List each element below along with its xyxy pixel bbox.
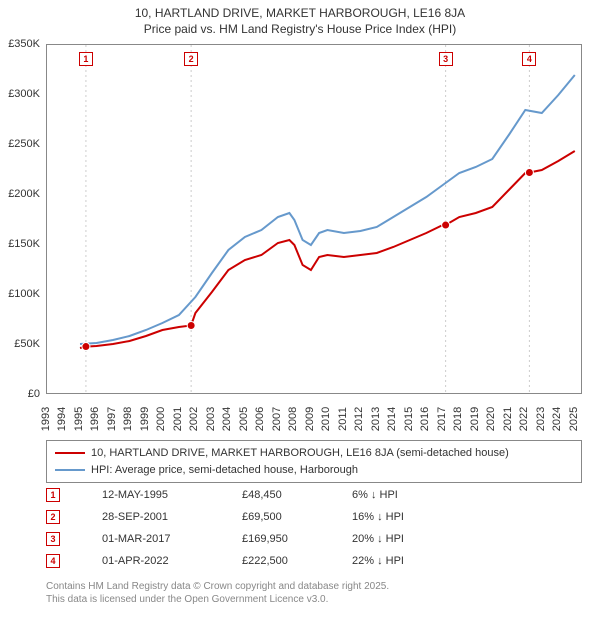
y-tick-label: £300K — [8, 88, 40, 100]
row-date: 01-MAR-2017 — [102, 533, 242, 545]
x-tick-label: 2006 — [254, 407, 266, 431]
x-tick-label: 2024 — [551, 407, 563, 431]
row-price: £69,500 — [242, 511, 352, 523]
x-tick-label: 2009 — [304, 407, 316, 431]
table-row: 4 01-APR-2022£222,50022% ↓ HPI — [46, 550, 582, 572]
x-tick-label: 2019 — [469, 407, 481, 431]
sale-dot-3 — [442, 221, 450, 229]
x-tick-label: 2002 — [188, 407, 200, 431]
x-tick-label: 1995 — [73, 407, 85, 431]
x-tick-label: 2008 — [287, 407, 299, 431]
x-tick-label: 2010 — [320, 407, 332, 431]
x-tick-label: 1993 — [40, 407, 52, 431]
x-tick-label: 1999 — [139, 407, 151, 431]
x-tick-label: 2018 — [452, 407, 464, 431]
chart-svg — [47, 45, 581, 393]
x-tick-label: 2012 — [353, 407, 365, 431]
x-tick-label: 1996 — [89, 407, 101, 431]
x-axis-labels: 1993199419951996199719981999200020012002… — [46, 397, 582, 437]
x-tick-label: 2025 — [568, 407, 580, 431]
y-tick-label: £150K — [8, 238, 40, 250]
sale-marker-4: 4 — [522, 52, 536, 66]
row-marker: 3 — [46, 532, 60, 546]
x-tick-label: 2005 — [238, 407, 250, 431]
footnote-line2: This data is licensed under the Open Gov… — [46, 593, 582, 606]
x-tick-label: 1994 — [56, 407, 68, 431]
table-row: 2 28-SEP-2001£69,50016% ↓ HPI — [46, 506, 582, 528]
x-tick-label: 2013 — [370, 407, 382, 431]
row-date: 12-MAY-1995 — [102, 489, 242, 501]
x-tick-label: 1998 — [122, 407, 134, 431]
title-line2: Price paid vs. HM Land Registry's House … — [0, 22, 600, 38]
legend-swatch — [55, 469, 85, 471]
x-tick-label: 2020 — [485, 407, 497, 431]
y-tick-label: £100K — [8, 288, 40, 300]
row-price: £48,450 — [242, 489, 352, 501]
x-tick-label: 2015 — [403, 407, 415, 431]
row-delta: 22% ↓ HPI — [352, 555, 462, 567]
legend-label: 10, HARTLAND DRIVE, MARKET HARBOROUGH, L… — [91, 445, 509, 462]
legend-swatch — [55, 452, 85, 454]
row-delta: 20% ↓ HPI — [352, 533, 462, 545]
x-tick-label: 2023 — [535, 407, 547, 431]
sale-marker-3: 3 — [439, 52, 453, 66]
sale-dot-2 — [187, 322, 195, 330]
title-line1: 10, HARTLAND DRIVE, MARKET HARBOROUGH, L… — [0, 6, 600, 22]
y-tick-label: £200K — [8, 188, 40, 200]
y-axis-labels: £0£50K£100K£150K£200K£250K£300K£350K — [0, 44, 44, 394]
y-tick-label: £0 — [28, 388, 40, 400]
x-tick-label: 2014 — [386, 407, 398, 431]
series-property — [80, 151, 575, 348]
sales-table: 112-MAY-1995£48,4506% ↓ HPI228-SEP-2001£… — [46, 484, 582, 572]
sale-marker-1: 1 — [79, 52, 93, 66]
chart-title: 10, HARTLAND DRIVE, MARKET HARBOROUGH, L… — [0, 0, 600, 37]
legend-label: HPI: Average price, semi-detached house,… — [91, 462, 358, 479]
row-marker: 2 — [46, 510, 60, 524]
sale-marker-2: 2 — [184, 52, 198, 66]
row-delta: 6% ↓ HPI — [352, 489, 462, 501]
row-price: £222,500 — [242, 555, 352, 567]
x-tick-label: 2001 — [172, 407, 184, 431]
row-date: 28-SEP-2001 — [102, 511, 242, 523]
x-tick-label: 2016 — [419, 407, 431, 431]
row-marker: 1 — [46, 488, 60, 502]
table-row: 3 01-MAR-2017£169,95020% ↓ HPI — [46, 528, 582, 550]
footnote-line1: Contains HM Land Registry data © Crown c… — [46, 580, 582, 593]
y-tick-label: £50K — [14, 338, 40, 350]
sale-dot-4 — [525, 169, 533, 177]
x-tick-label: 2003 — [205, 407, 217, 431]
x-tick-label: 2007 — [271, 407, 283, 431]
y-tick-label: £250K — [8, 138, 40, 150]
chart-plot-area: 1 2 3 4 — [46, 44, 582, 394]
legend-row: HPI: Average price, semi-detached house,… — [55, 462, 573, 479]
x-tick-label: 2021 — [502, 407, 514, 431]
row-marker: 4 — [46, 554, 60, 568]
y-tick-label: £350K — [8, 38, 40, 50]
x-tick-label: 2011 — [337, 407, 349, 431]
legend: 10, HARTLAND DRIVE, MARKET HARBOROUGH, L… — [46, 440, 582, 483]
x-tick-label: 2022 — [518, 407, 530, 431]
sale-dot-1 — [82, 343, 90, 351]
series-hpi — [80, 75, 575, 344]
footnote: Contains HM Land Registry data © Crown c… — [46, 580, 582, 606]
legend-row: 10, HARTLAND DRIVE, MARKET HARBOROUGH, L… — [55, 445, 573, 462]
x-tick-label: 1997 — [106, 407, 118, 431]
row-delta: 16% ↓ HPI — [352, 511, 462, 523]
table-row: 1 12-MAY-1995£48,4506% ↓ HPI — [46, 484, 582, 506]
x-tick-label: 2017 — [436, 407, 448, 431]
row-date: 01-APR-2022 — [102, 555, 242, 567]
x-tick-label: 2004 — [221, 407, 233, 431]
x-tick-label: 2000 — [155, 407, 167, 431]
row-price: £169,950 — [242, 533, 352, 545]
